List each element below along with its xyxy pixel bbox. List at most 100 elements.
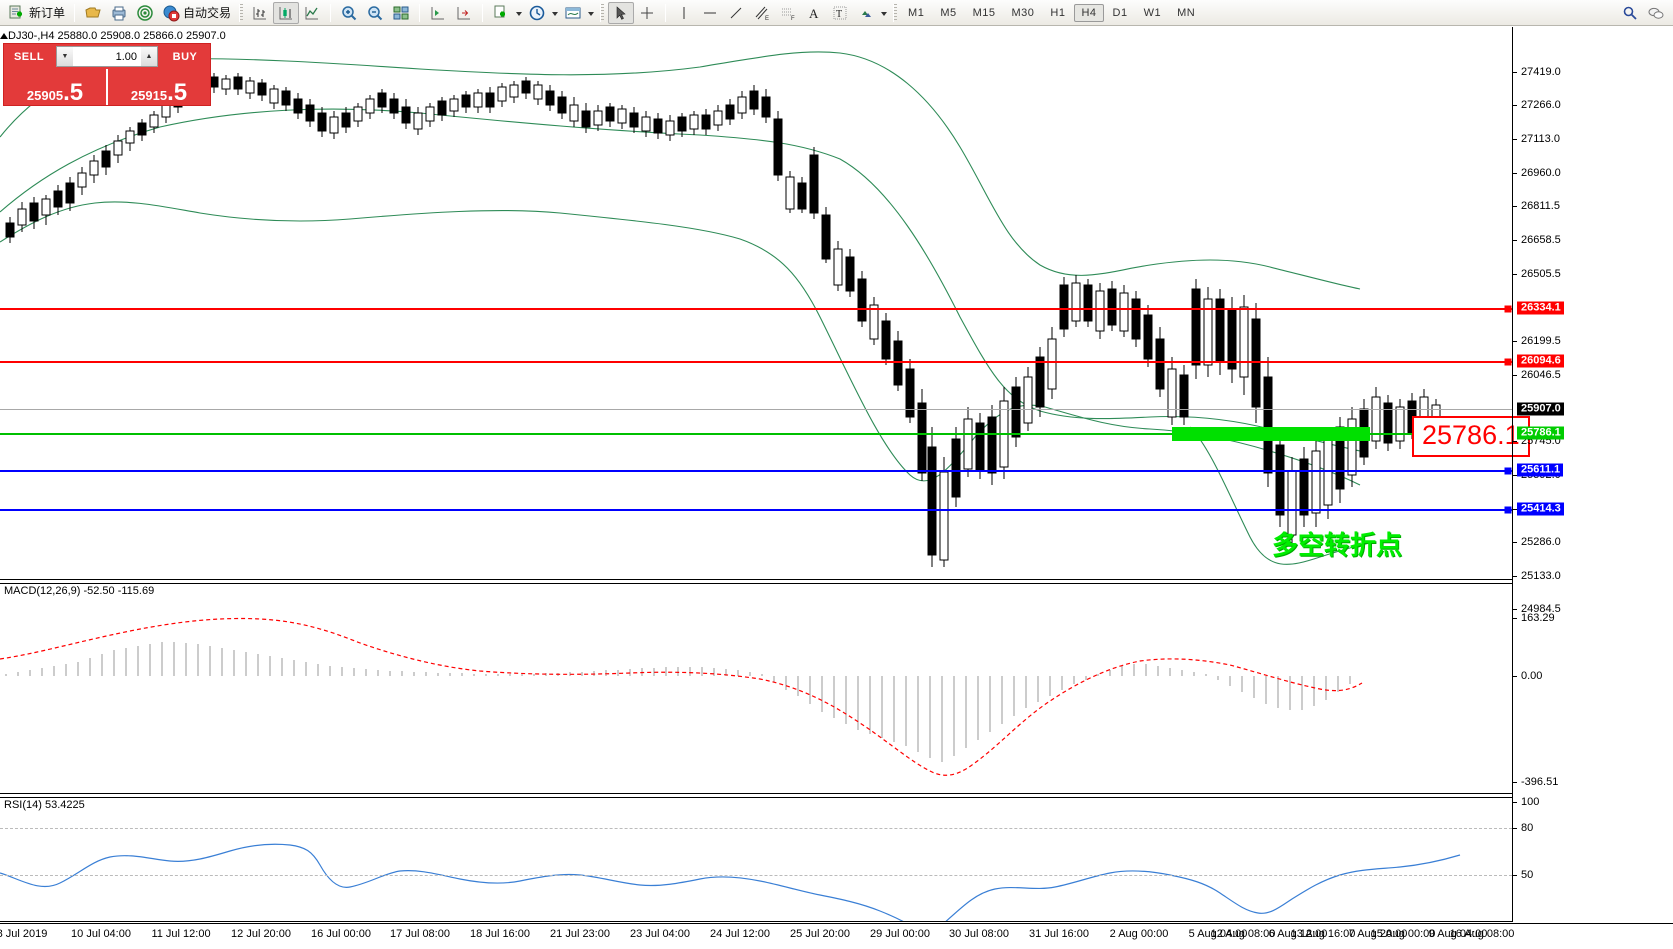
level-handle-26094.6[interactable] — [1504, 358, 1512, 366]
rsi-indicator-label: RSI(14) 53.4225 — [4, 799, 85, 811]
channel-icon: E — [753, 4, 771, 22]
level-line-26334.1[interactable] — [0, 308, 1512, 310]
macd-indicator-label: MACD(12,26,9) -52.50 -115.69 — [4, 585, 155, 597]
templates-button[interactable] — [560, 2, 586, 24]
timeframe-mn[interactable]: MN — [1177, 6, 1196, 19]
level-line-25907.0[interactable] — [0, 409, 1512, 410]
volume-up-button[interactable]: ▲ — [141, 47, 157, 66]
text-label-button[interactable]: T — [827, 2, 853, 24]
candlestick-series — [5, 73, 1441, 567]
time-axis-label: 29 Jul 00:00 — [870, 928, 930, 940]
timeframe-m30[interactable]: M30 — [1011, 6, 1035, 19]
toolbar-grip-2[interactable] — [600, 3, 605, 22]
trendline-button[interactable] — [723, 2, 749, 24]
time-axis-label: 6 Aug 12:00 — [1268, 928, 1328, 940]
new-order-button[interactable]: 新订单 — [4, 2, 69, 24]
timeframe-m5[interactable]: M5 — [940, 6, 957, 19]
chat-bubbles-icon — [1647, 4, 1665, 22]
vertical-line-button[interactable] — [671, 2, 697, 24]
time-axis-label: 30 Jul 08:00 — [949, 928, 1009, 940]
volume-input[interactable]: 1.00 — [73, 47, 141, 66]
sell-price-decimal: .5 — [63, 78, 84, 106]
signal-icon — [136, 4, 154, 22]
time-axis-label: 23 Jul 04:00 — [630, 928, 690, 940]
level-line-25414.3[interactable] — [0, 509, 1512, 511]
level-line-25786.1[interactable] — [0, 433, 1512, 435]
level-line-25611.1[interactable] — [0, 470, 1512, 472]
support-zone-highlight — [1172, 427, 1370, 441]
price-tag-25611.1: 25611.1 — [1517, 463, 1564, 477]
candlestick-chart-button[interactable] — [273, 1, 300, 24]
horizontal-line-button[interactable] — [697, 2, 723, 24]
period-button[interactable] — [524, 2, 550, 24]
svg-text:A: A — [809, 6, 819, 21]
new-chart-dropdown-arrow[interactable] — [514, 4, 524, 22]
template-icon — [564, 4, 582, 22]
timeframe-h1[interactable]: H1 — [1050, 6, 1066, 19]
autoscroll-button[interactable] — [451, 2, 477, 24]
period-dropdown-arrow[interactable] — [550, 4, 560, 22]
bar-chart-button[interactable] — [247, 2, 273, 24]
buy-button[interactable]: BUY — [172, 50, 198, 63]
crosshair-tool-button[interactable] — [634, 2, 660, 24]
time-scale[interactable]: 8 Jul 2019 10 Jul 04:00 11 Jul 12:00 12 Jul… — [0, 923, 1673, 949]
time-axis-label: 12 Jul 20:00 — [231, 928, 291, 940]
timeframe-m15[interactable]: M15 — [972, 6, 996, 19]
autotrade-icon — [162, 4, 180, 22]
level-line-26094.6[interactable] — [0, 361, 1512, 363]
volume-spinner[interactable]: ▼ 1.00 ▲ — [56, 46, 158, 67]
toolbar-grip-3[interactable] — [893, 3, 898, 22]
buy-price-display[interactable]: 25915 .5 — [108, 69, 210, 105]
clock-icon — [528, 4, 546, 22]
one-click-trading-panel[interactable]: SELL ▼ 1.00 ▲ BUY 25905 .5 25915 .5 — [3, 43, 211, 106]
autotrade-button[interactable]: 自动交易 — [158, 2, 235, 24]
rsi-level-50 — [0, 875, 1512, 876]
sell-price-display[interactable]: 25905 .5 — [4, 69, 106, 105]
line-chart-button[interactable] — [299, 2, 325, 24]
price-axis-tick — [1513, 72, 1517, 73]
timeframe-h4[interactable]: H4 — [1074, 3, 1104, 22]
level-handle-25611.1[interactable] — [1504, 467, 1512, 475]
new-chart-button[interactable] — [488, 2, 514, 24]
price-scale[interactable]: 27419.0 27266.0 27113.0 26960.0 26811.5 26658… — [1513, 27, 1673, 949]
bar-chart-icon — [251, 4, 269, 22]
toolbar-grip[interactable] — [239, 3, 244, 22]
timeframe-w1[interactable]: W1 — [1143, 6, 1162, 19]
chart-area[interactable]: 25786.1 多空转折点 MACD(12,26,9) -52.50 -115.… — [0, 27, 1673, 949]
zoom-in-button[interactable] — [336, 2, 362, 24]
price-axis-tick — [1513, 173, 1517, 174]
templates-dropdown-arrow[interactable] — [586, 4, 596, 22]
chart-shift-icon — [429, 4, 447, 22]
sell-button[interactable]: SELL — [13, 50, 45, 63]
cursor-tool-button[interactable] — [608, 1, 635, 24]
open-file-button[interactable] — [80, 2, 106, 24]
fibonacci-button[interactable]: F — [775, 2, 801, 24]
chart-collapse-triangle[interactable] — [0, 33, 8, 39]
timeframe-d1[interactable]: D1 — [1112, 6, 1128, 19]
zoom-out-button[interactable] — [362, 2, 388, 24]
chat-button[interactable] — [1643, 2, 1669, 24]
price-axis-label: 25286.0 — [1521, 536, 1561, 548]
price-axis-tick — [1513, 609, 1517, 610]
level-handle-26334.1[interactable] — [1504, 305, 1512, 313]
timeframe-m1[interactable]: M1 — [908, 6, 925, 19]
search-button[interactable] — [1617, 2, 1643, 24]
text-tool-button[interactable]: A — [801, 2, 827, 24]
print-button[interactable] — [106, 2, 132, 24]
candlestick-icon — [277, 4, 295, 22]
folder-icon — [84, 4, 102, 22]
shift-chart-button[interactable] — [425, 2, 451, 24]
price-axis-label: 26960.0 — [1521, 167, 1561, 179]
buy-price-decimal: .5 — [167, 78, 188, 106]
equidistant-channel-button[interactable]: E — [749, 2, 775, 24]
volume-down-button[interactable]: ▼ — [57, 47, 73, 66]
sell-price-integer: 25905 — [26, 88, 64, 103]
shapes-button[interactable] — [853, 2, 879, 24]
shapes-dropdown-arrow[interactable] — [879, 4, 889, 22]
tile-windows-button[interactable] — [388, 2, 414, 24]
price-axis-tick — [1513, 542, 1517, 543]
level-handle-25414.3[interactable] — [1504, 506, 1512, 514]
price-tag-25414.3: 25414.3 — [1517, 502, 1564, 516]
timeframe-bar: M1 M5 M15 M30 H1 H4 D1 W1 MN — [901, 3, 1202, 22]
network-button[interactable] — [132, 2, 158, 24]
